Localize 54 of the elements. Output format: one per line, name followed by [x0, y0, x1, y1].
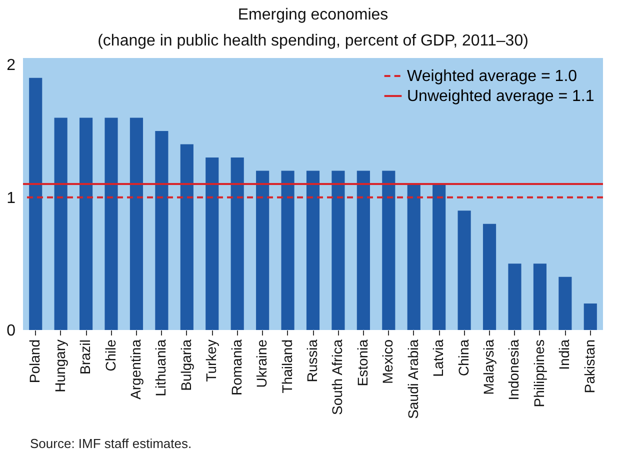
bar — [180, 144, 194, 330]
bar — [256, 170, 270, 330]
x-tick-label: Bulgaria — [178, 339, 194, 391]
bar — [332, 170, 345, 330]
x-tick-label: China — [455, 339, 472, 376]
x-tick-label: Romania — [228, 339, 244, 396]
bar — [206, 158, 219, 330]
bar — [458, 210, 471, 330]
x-tick-label: Saudi Arabia — [404, 339, 421, 419]
bar — [155, 130, 168, 330]
bar — [281, 170, 294, 330]
y-tick-label: 2 — [6, 57, 16, 74]
legend-label: Weighted average = 1.0 — [407, 68, 578, 85]
x-tick-label: Latvia — [430, 339, 446, 377]
x-tick-label: Russia — [304, 339, 320, 382]
source-note: Source: IMF staff estimates. — [30, 436, 192, 451]
x-tick-label: Estonia — [354, 339, 370, 386]
x-tick-label: Pakistan — [581, 340, 598, 394]
x-tick-label: Lithuania — [152, 339, 169, 396]
legend-label: Unweighted average = 1.1 — [407, 88, 594, 105]
x-tick-label: Malaysia — [480, 339, 497, 395]
x-tick-label: Argentina — [127, 339, 144, 400]
x-tick-label: Chile — [102, 339, 118, 372]
x-tick-label: Thailand — [278, 340, 295, 394]
x-tick-label: Turkey — [203, 340, 220, 382]
bar — [54, 118, 68, 330]
bar — [533, 264, 546, 330]
bar — [80, 118, 93, 330]
y-tick-label: 0 — [6, 322, 16, 340]
chart-subtitle: (change in public health spending, percent of GDP, 2011–30) — [98, 32, 528, 50]
bar — [432, 184, 446, 330]
bar — [584, 303, 597, 330]
bar — [306, 170, 320, 330]
x-tick-label: Poland — [26, 340, 43, 384]
bar — [482, 224, 496, 330]
x-tick-label: India — [556, 339, 572, 370]
bar — [407, 184, 420, 330]
bar — [382, 170, 396, 330]
x-tick-label: Philippines — [530, 340, 547, 408]
bar — [130, 118, 144, 330]
x-tick-label: Indonesia — [506, 339, 522, 400]
bar — [230, 158, 244, 330]
chart-title: Emerging economies — [238, 6, 388, 24]
x-tick-label: Mexico — [380, 339, 396, 384]
bar — [558, 276, 572, 330]
x-tick-label: Ukraine — [254, 339, 270, 388]
x-tick-label: South Africa — [329, 339, 346, 415]
bar — [29, 78, 42, 330]
bar — [356, 170, 370, 330]
y-tick-label: 1 — [6, 190, 16, 207]
x-tick-label: Brazil — [77, 340, 94, 375]
x-tick-label: Hungary — [52, 340, 68, 392]
bar — [104, 118, 118, 330]
bar — [508, 264, 522, 330]
